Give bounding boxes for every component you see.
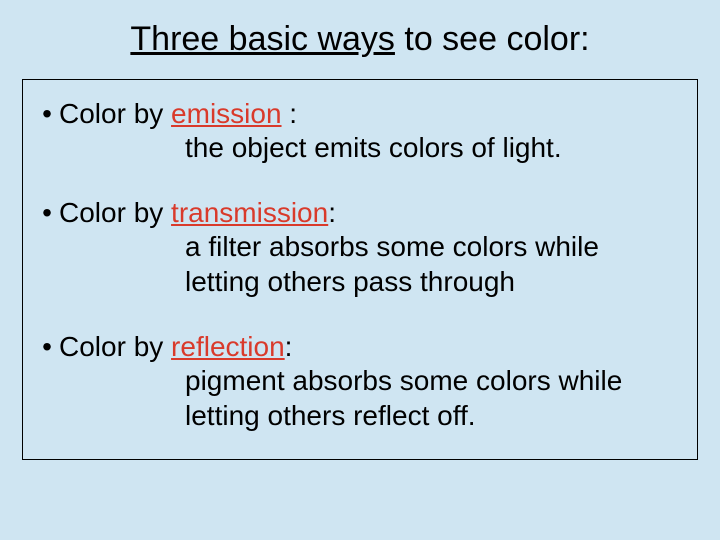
slide-title: Three basic ways to see color: — [0, 0, 720, 79]
content-box: • Color by emission : the object emits c… — [22, 79, 698, 460]
bullet-item: • Color by reflection: pigment absorbs s… — [35, 331, 679, 433]
bullet-item: • Color by emission : the object emits c… — [35, 98, 679, 165]
slide: Three basic ways to see color: • Color b… — [0, 0, 720, 540]
bullet-prefix: Color by — [59, 197, 171, 228]
bullet-heading: • Color by reflection: — [35, 331, 679, 363]
bullet-suffix: : — [285, 331, 293, 362]
bullet-dot-icon: • — [35, 98, 59, 130]
bullet-description: a filter absorbs some colors while letti… — [35, 229, 679, 299]
bullet-suffix: : — [328, 197, 336, 228]
bullet-description: the object emits colors of light. — [35, 130, 679, 165]
bullet-keyword: transmission — [171, 197, 328, 228]
title-underlined: Three basic ways — [130, 20, 395, 58]
bullet-description: pigment absorbs some colors while lettin… — [35, 363, 679, 433]
bullet-dot-icon: • — [35, 197, 59, 229]
bullet-prefix: Color by — [59, 98, 171, 129]
bullet-suffix: : — [282, 98, 298, 129]
bullet-keyword: reflection — [171, 331, 285, 362]
bullet-heading: • Color by transmission: — [35, 197, 679, 229]
bullet-keyword: emission — [171, 98, 281, 129]
bullet-heading: • Color by emission : — [35, 98, 679, 130]
title-rest: to see color: — [395, 20, 590, 58]
bullet-prefix: Color by — [59, 331, 171, 362]
bullet-item: • Color by transmission: a filter absorb… — [35, 197, 679, 299]
bullet-dot-icon: • — [35, 331, 59, 363]
